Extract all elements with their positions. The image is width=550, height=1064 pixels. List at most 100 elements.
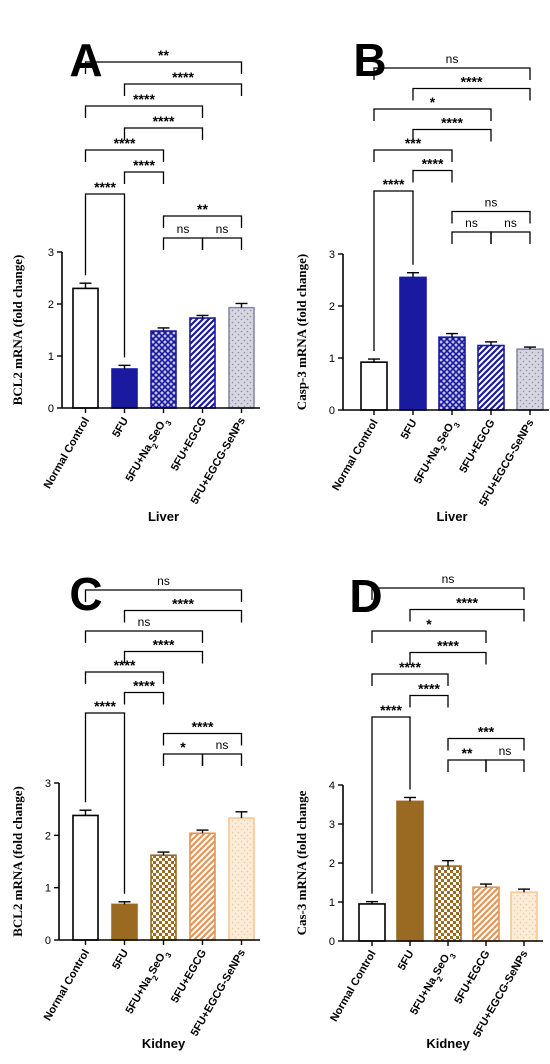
chart-panel-d: D 0 1 2 3 4 Cas-3 mRNA (fold change Normal Cont…: [294, 570, 543, 1051]
y-tick-label: 2: [45, 830, 51, 842]
significance-bracket: [371, 716, 411, 894]
y-tick-label: 0: [48, 403, 54, 415]
y-tick-label: 2: [329, 858, 335, 870]
significance-label: ns: [177, 222, 190, 236]
significance-label: ns: [216, 222, 229, 236]
significance-bracket: [84, 193, 126, 358]
category-label: 5FU: [110, 415, 131, 439]
significance-label: ns: [442, 572, 455, 586]
significance-bracket: [490, 231, 531, 244]
significance-bracket: [123, 83, 243, 96]
bar: [150, 854, 177, 941]
significance-bracket: [371, 587, 525, 600]
significance-bracket: [123, 171, 165, 184]
significance-bracket: [84, 589, 243, 602]
y-tick-label: 4: [329, 780, 335, 792]
significance-bracket: [162, 215, 243, 228]
y-axis-label: BCL2 mRNA (fold change): [10, 786, 25, 937]
panel-letter: A: [69, 34, 102, 86]
significance-label: ****: [192, 719, 214, 735]
y-tick-label: 3: [329, 819, 335, 831]
chart-panel-a: A 0 1 2 3 BCL2 mRNA (fold change) Normal Contr…: [10, 34, 260, 524]
bar: [228, 306, 255, 409]
significance-bracket: [84, 630, 204, 643]
significance-label: ns: [216, 738, 229, 752]
y-tick-label: 3: [48, 247, 54, 259]
y-tick-label: 1: [45, 883, 51, 895]
significance-label: ns: [138, 615, 151, 629]
y-tick-label: 2: [329, 301, 335, 313]
significance-bracket: [84, 671, 165, 684]
significance-label: ****: [456, 595, 478, 611]
significance-label: *: [430, 94, 436, 110]
y-tick-label: 1: [329, 353, 335, 365]
significance-label: ****: [399, 659, 421, 675]
significance-label: ns: [446, 52, 459, 66]
bar: [399, 276, 427, 411]
significance-bracket: [123, 127, 204, 140]
significance-label: **: [197, 201, 208, 217]
significance-label: ****: [133, 157, 155, 173]
significance-bracket: [162, 237, 204, 250]
significance-label: ****: [418, 681, 440, 697]
significance-label: ****: [153, 637, 175, 653]
bar: [472, 886, 500, 942]
significance-bracket: [447, 737, 525, 751]
significance-label: ***: [478, 724, 495, 740]
category-label: 5FU: [399, 417, 420, 441]
significance-label: ****: [114, 135, 136, 151]
bar: [189, 317, 216, 409]
significance-label: ****: [114, 657, 136, 673]
category-label: 5FU+EGCG: [457, 418, 497, 476]
bar: [189, 832, 216, 941]
panel-letter: B: [353, 34, 386, 86]
significance-label: **: [158, 47, 169, 63]
bar: [72, 287, 99, 409]
significance-bracket: [373, 67, 531, 80]
significance-label: ns: [465, 216, 478, 230]
significance-bracket: [447, 759, 487, 772]
significance-bracket: [123, 691, 165, 705]
y-axis-label: Cas-3 mRNA (fold change: [294, 790, 309, 935]
significance-label: ns: [499, 744, 512, 758]
significance-label: ****: [441, 115, 463, 131]
significance-label: ns: [157, 574, 170, 588]
significance-label: ****: [437, 638, 459, 654]
significance-bracket: [371, 630, 487, 643]
category-label: 5FU+EGCG: [169, 416, 209, 474]
significance-bracket: [162, 732, 243, 746]
y-tick-label: 0: [45, 935, 51, 947]
significance-label: ****: [172, 596, 194, 612]
significance-label: ****: [383, 176, 405, 192]
significance-label: ****: [380, 702, 402, 718]
significance-label: ****: [172, 69, 194, 85]
bar: [516, 348, 544, 411]
y-tick-label: 0: [329, 405, 335, 417]
significance-bracket: [409, 651, 487, 665]
category-label: 5FU+EGCG: [169, 948, 209, 1006]
significance-bracket: [373, 108, 492, 121]
significance-bracket: [373, 190, 414, 352]
category-label: 5FU: [110, 947, 131, 971]
significance-bracket: [84, 61, 243, 74]
significance-bracket: [123, 609, 243, 623]
significance-label: ****: [153, 113, 175, 129]
category-label: Normal Control: [42, 948, 92, 1023]
significance-bracket: [485, 759, 525, 772]
significance-bracket: [123, 650, 204, 664]
bar: [228, 817, 255, 941]
y-axis-label: Casp-3 mRNA (fold change): [294, 254, 309, 410]
x-axis-title: Kidney: [426, 1036, 470, 1051]
bar: [360, 361, 388, 411]
significance-label: **: [462, 745, 473, 761]
x-axis-title: Kidney: [142, 1036, 186, 1051]
significance-label: ****: [133, 678, 155, 694]
significance-label: *: [426, 616, 432, 632]
category-label: 5FU+Na2SeO3: [412, 417, 462, 488]
significance-bracket: [451, 231, 492, 244]
y-tick-label: 2: [48, 299, 54, 311]
significance-label: ****: [461, 74, 483, 90]
significance-label: ***: [405, 135, 422, 151]
category-label: 5FU+EGCG: [452, 949, 492, 1007]
